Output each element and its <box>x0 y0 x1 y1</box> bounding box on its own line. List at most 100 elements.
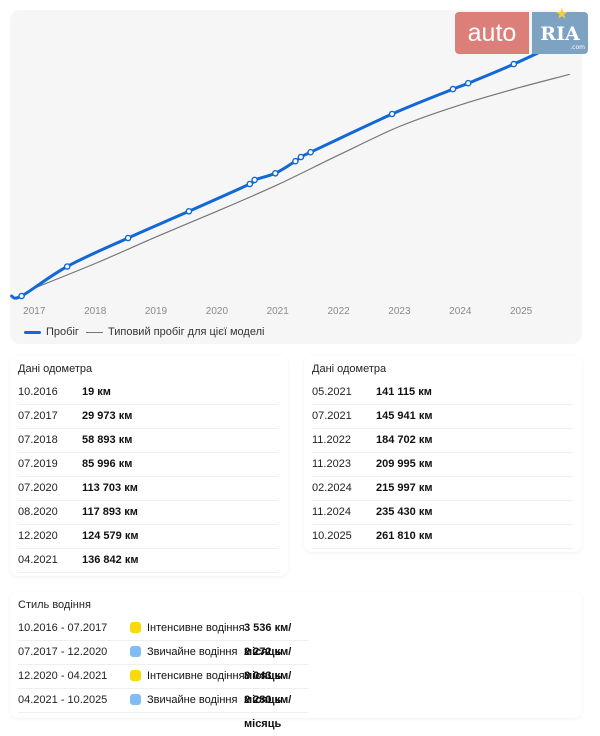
mileage-point[interactable] <box>388 110 396 118</box>
odometer-title-right: Дані одометра <box>312 363 387 375</box>
driving-style-label: Звичайне водіння <box>147 694 238 706</box>
odometer-row: 08.2020 117 893 км <box>18 500 278 525</box>
odometer-row: 07.2020 113 703 км <box>18 476 278 501</box>
legend-swatch-typical <box>86 332 103 333</box>
mileage-line <box>10 36 572 300</box>
logo-ria: ★ RIA .com <box>532 8 588 54</box>
legend-label-typical: Типовий пробіг для цієї моделі <box>108 326 265 338</box>
odometer-date: 10.2025 <box>312 530 352 542</box>
driving-style-row: 12.2020 - 04.2021 Інтенсивне водіння 3 043… <box>18 664 308 706</box>
typical-mileage-line <box>34 73 570 289</box>
mileage-chart-card: 2017 2018 2019 2020 2021 2022 2023 2024 2025 <box>10 10 582 344</box>
driving-style-rate: 2 280 км/місяць <box>244 694 292 730</box>
odometer-date: 12.2020 <box>18 530 58 542</box>
x-tick-label: 2018 <box>84 306 107 317</box>
autoria-logo[interactable]: auto ★ RIA .com <box>455 8 588 54</box>
odometer-date: 02.2024 <box>312 482 352 494</box>
x-tick-label: 2021 <box>267 306 290 317</box>
odometer-value: 209 995 км <box>376 458 433 470</box>
driving-style-row: 04.2021 - 10.2025 Звичайне водіння 2 280 к… <box>18 688 308 730</box>
mileage-point[interactable] <box>464 79 472 87</box>
odometer-date: 05.2021 <box>312 386 352 398</box>
mileage-point[interactable] <box>246 180 254 188</box>
driving-style-period: 10.2016 - 07.2017 <box>18 622 108 634</box>
odometer-date: 07.2017 <box>18 410 58 422</box>
odometer-panel-right: Дані одометра 05.2021 141 115 км 07.2021 14… <box>304 356 582 552</box>
driving-style-chip <box>130 622 141 633</box>
driving-style-rate: 3 043 км/місяць <box>244 670 292 706</box>
odometer-date: 07.2020 <box>18 482 58 494</box>
odometer-title-left: Дані одометра <box>18 363 93 375</box>
odometer-value: 261 810 км <box>376 530 433 542</box>
mileage-point[interactable] <box>124 234 132 242</box>
odometer-value: 215 997 км <box>376 482 433 494</box>
odometer-row: 10.2016 19 км <box>18 380 278 405</box>
odometer-row: 02.2024 215 997 км <box>312 476 572 501</box>
odometer-row: 12.2020 124 579 км <box>18 524 278 549</box>
legend-label-mileage: Пробіг <box>46 326 79 338</box>
driving-style-chip <box>130 694 141 705</box>
odometer-row: 11.2024 235 430 км <box>312 500 572 525</box>
driving-style-period: 07.2017 - 12.2020 <box>18 646 108 658</box>
odometer-row: 11.2023 209 995 км <box>312 452 572 477</box>
mileage-point[interactable] <box>63 263 71 270</box>
odometer-value: 85 996 км <box>82 458 133 470</box>
odometer-date: 11.2022 <box>312 434 351 446</box>
driving-style-period: 12.2020 - 04.2021 <box>18 670 108 682</box>
odometer-row: 07.2018 58 893 км <box>18 428 278 453</box>
odometer-value: 117 893 км <box>82 506 138 518</box>
odometer-value: 58 893 км <box>82 434 133 446</box>
odometer-date: 04.2021 <box>18 554 58 566</box>
odometer-row: 04.2021 136 842 км <box>18 548 278 573</box>
odometer-value: 136 842 км <box>82 554 139 566</box>
logo-ria-text: RIA <box>540 23 580 45</box>
odometer-value: 19 км <box>82 386 111 398</box>
driving-style-chip <box>130 670 141 681</box>
odometer-value: 113 703 км <box>82 482 138 494</box>
x-tick-label: 2019 <box>145 306 168 317</box>
driving-style-label: Інтенсивне водіння <box>147 622 245 634</box>
driving-style-label: Інтенсивне водіння <box>147 670 245 682</box>
odometer-date: 07.2021 <box>312 410 352 422</box>
odometer-date: 11.2024 <box>312 506 351 518</box>
odometer-row: 07.2019 85 996 км <box>18 452 278 477</box>
odometer-row: 10.2025 261 810 км <box>312 524 572 549</box>
odometer-value: 184 702 км <box>376 434 433 446</box>
driving-style-row: 07.2017 - 12.2020 Звичайне водіння 2 272 к… <box>18 640 308 682</box>
driving-style-panel: Стиль водіння 10.2016 - 07.2017 Інтенсивн… <box>10 592 582 730</box>
mileage-point[interactable] <box>297 153 305 161</box>
odometer-date: 07.2019 <box>18 458 58 470</box>
odometer-value: 29 973 км <box>82 410 133 422</box>
odometer-panel-left: Дані одометра 10.2016 19 км 07.2017 29 973 … <box>10 356 288 576</box>
star-icon: ★ <box>556 7 568 22</box>
odometer-date: 10.2016 <box>18 386 58 398</box>
logo-auto: auto <box>455 12 529 54</box>
driving-style-row: 10.2016 - 07.2017 Інтенсивне водіння 3 536… <box>18 616 308 658</box>
mileage-point[interactable] <box>271 169 279 177</box>
odometer-value: 145 941 км <box>376 410 433 422</box>
logo-ria-suffix: .com <box>570 44 585 51</box>
mileage-point[interactable] <box>292 157 299 165</box>
odometer-date: 11.2023 <box>312 458 351 470</box>
odometer-value: 235 430 км <box>376 506 433 518</box>
mileage-point[interactable] <box>307 148 314 156</box>
odometer-date: 07.2018 <box>18 434 58 446</box>
mileage-point[interactable] <box>510 60 518 68</box>
mileage-point[interactable] <box>185 207 193 215</box>
x-tick-label: 2023 <box>388 306 411 317</box>
driving-style-chip <box>130 646 141 657</box>
mileage-point[interactable] <box>18 292 25 300</box>
mileage-point[interactable] <box>251 176 258 184</box>
odometer-row: 11.2022 184 702 км <box>312 428 572 453</box>
mileage-chart: 2017 2018 2019 2020 2021 2022 2023 2024 2025 <box>10 34 574 317</box>
x-tick-label: 2020 <box>206 306 229 317</box>
mileage-point[interactable] <box>449 85 457 93</box>
legend-swatch-mileage <box>24 331 41 334</box>
driving-style-rate: 3 536 км/місяць <box>244 622 292 658</box>
x-tick-label: 2017 <box>23 306 46 317</box>
x-tick-label: 2024 <box>449 306 472 317</box>
odometer-row: 07.2021 145 941 км <box>312 404 572 429</box>
odometer-row: 05.2021 141 115 км <box>312 380 572 405</box>
odometer-date: 08.2020 <box>18 506 58 518</box>
odometer-value: 124 579 км <box>82 530 139 542</box>
